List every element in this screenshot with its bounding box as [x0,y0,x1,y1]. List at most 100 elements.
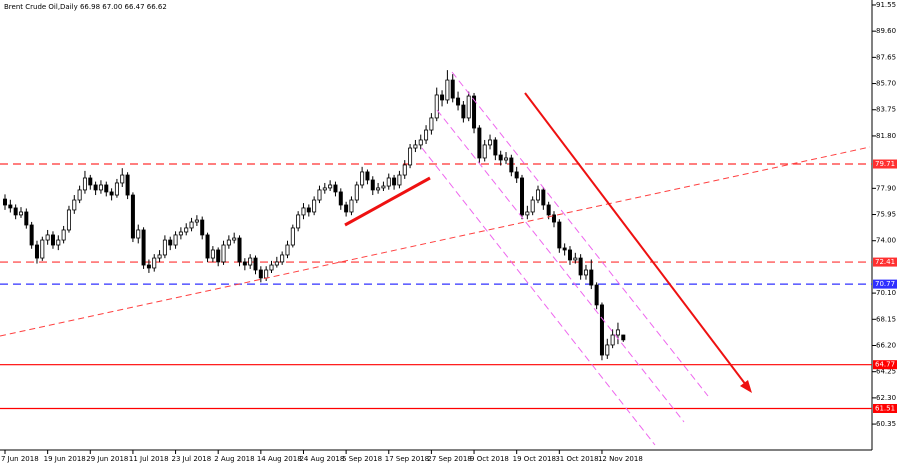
y-tick-label: 87.65 [876,53,896,61]
candle-body [402,164,407,176]
candle-body [530,199,535,213]
y-tick-label: 64.25 [876,368,896,376]
level-label-box [873,403,897,413]
candle-body [306,207,311,213]
candle-body [477,127,482,159]
candle-body [56,239,61,246]
x-tick-label: 5 Sep 2018 [342,455,382,463]
candle-body [98,184,103,191]
x-tick-label: 12 Nov 2018 [598,455,643,463]
y-tick-label: 75.95 [876,211,896,219]
x-tick-label: 19 Oct 2018 [513,455,556,463]
candle-body [264,269,269,279]
x-tick-label: 17 Sep 2018 [385,455,429,463]
candle-body [104,184,109,193]
candle-body [551,214,556,223]
candle-body [589,269,594,286]
candle-body [242,261,247,266]
candle-body [13,207,18,216]
channel-line [436,109,685,423]
y-tick-label: 91.55 [876,1,896,9]
x-tick-label: 9 Oct 2018 [470,455,509,463]
candle-body [178,231,183,236]
candle-body [45,234,50,241]
candle-body [205,234,210,259]
y-tick-label: 62.30 [876,394,896,402]
candle-body [285,244,290,256]
candle-body [162,239,167,256]
candle-body [109,191,114,196]
candle-body [365,171,370,181]
candle-body [392,177,397,186]
candle-body [520,177,525,216]
y-tick-label: 77.90 [876,184,896,192]
candle-body [290,227,295,246]
candle-body [66,209,71,231]
candle-body [338,191,343,206]
candle-body [376,187,381,191]
candle-body [226,239,231,246]
y-tick-label: 81.80 [876,132,896,140]
candle-body [578,257,583,276]
candle-body [536,189,541,201]
candle-body [466,95,471,119]
channel-line [421,147,656,446]
candle-body [29,224,34,246]
support-line [344,176,431,227]
candle-body [210,249,215,259]
candle-body [349,199,354,213]
candle-body [301,207,306,216]
level-label-box [873,257,897,267]
candle-body [61,229,66,241]
candle-body [253,257,258,271]
candle-body [567,249,572,261]
x-tick-label: 11 Jul 2018 [129,455,169,463]
candle-body [328,184,333,189]
candle-body [541,189,546,206]
candle-body [50,234,55,246]
candle-body [418,139,423,146]
candle-body [333,184,338,193]
candle-body [221,244,226,263]
candle-body [274,261,279,266]
candle-body [173,234,178,246]
candle-body [381,185,386,189]
candle-body [573,257,578,261]
x-tick-label: 23 Jul 2018 [172,455,212,463]
candle-body [413,144,418,149]
candle-body [125,174,130,196]
candle-body [3,198,8,206]
candle-body [120,174,125,184]
candle-body [141,229,146,266]
y-tick-label: 83.75 [876,106,896,114]
candle-body [136,229,141,239]
candle-body [429,117,434,131]
candle-body [461,104,466,119]
candle-body [434,94,439,119]
candle-body [168,239,173,246]
candle-body [482,144,487,159]
candle-body [594,284,599,306]
candle-body [40,239,45,259]
candle-body [615,329,620,336]
arrow [524,92,747,386]
candle-body [504,157,509,161]
candle-body [200,219,205,236]
candle-body [269,264,274,271]
candle-body [189,221,194,229]
level-label: 72.41 [875,258,895,266]
candle-body [312,199,317,213]
x-tick-label: 2 Aug 2018 [214,455,254,463]
candle-body [514,171,519,179]
candle-body [232,237,237,241]
candle-body [493,139,498,156]
candle-body [82,177,87,191]
candle-body [248,257,253,266]
candle-body [562,247,567,251]
arrow-head [740,380,752,393]
y-tick-label: 85.70 [876,80,896,88]
candle-body [24,211,29,226]
candle-body [424,129,429,141]
x-tick-label: 24 Aug 2018 [299,455,344,463]
